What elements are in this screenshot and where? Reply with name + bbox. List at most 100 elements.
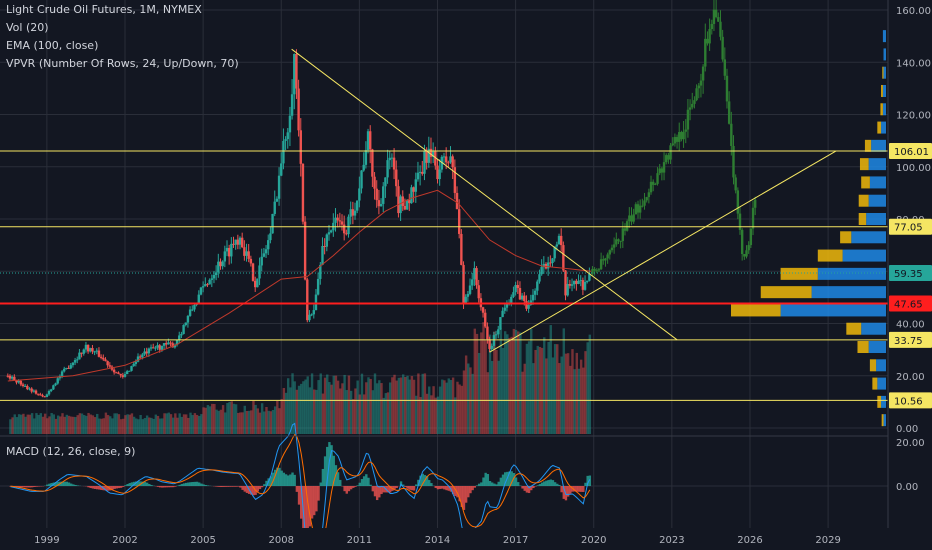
volume-bar (191, 415, 194, 434)
volume-profile-up-bar (760, 286, 812, 299)
candle-body (280, 163, 283, 176)
volume-bar (295, 389, 299, 434)
macd-histogram-bar (510, 471, 513, 486)
indicator-macd[interactable]: MACD (12, 26, close, 9) (6, 445, 136, 458)
volume-bar (250, 410, 253, 434)
macd-histogram-bar (232, 486, 236, 487)
macd-histogram-bar (412, 486, 416, 491)
volume-bar (558, 363, 561, 434)
candle-body (447, 162, 450, 164)
price-axis-label: 100.00 (896, 163, 931, 174)
candle-body (284, 139, 287, 141)
volume-bar (152, 418, 155, 434)
candle-body (436, 165, 439, 180)
candle-body (78, 352, 81, 360)
macd-histogram-bar (556, 483, 559, 486)
candle-body (17, 380, 20, 383)
volume-bar (237, 412, 240, 434)
volume-bar (145, 415, 149, 434)
macd-histogram-bar (260, 486, 264, 488)
macd-histogram-bar (386, 486, 390, 493)
candle-body (262, 253, 266, 257)
trendlines[interactable] (291, 48, 837, 353)
volume-bar (241, 412, 244, 434)
macd-histogram-bar (224, 486, 227, 487)
macd-histogram-bar (477, 483, 481, 486)
volume-profile-up-bar (731, 304, 781, 317)
candle-body (214, 272, 218, 276)
candle-body (538, 274, 541, 282)
volume-bar (527, 341, 531, 434)
candle-body (533, 290, 537, 295)
projection-body (617, 239, 620, 241)
volume-bar (553, 344, 557, 434)
projection-body (660, 168, 664, 173)
volume-profile-down-bar (883, 48, 886, 61)
candle-body (295, 53, 298, 89)
candle-body (41, 395, 44, 397)
macd-histogram-bar (100, 486, 103, 490)
candle-body (308, 314, 311, 321)
macd-pane (0, 422, 888, 550)
volume-profile-up-bar (859, 158, 869, 171)
volume-bar (310, 373, 314, 434)
volume-profile-down-bar (876, 359, 886, 372)
macd-histogram-bar (582, 486, 585, 492)
candle-body (371, 149, 374, 177)
macd-histogram-bar (356, 485, 359, 486)
candle-body (251, 263, 255, 281)
time-axis[interactable]: 1999 2002 2005 2008 2011 2014 2017 2020 2023 2026… (0, 528, 888, 550)
volume-bar (313, 389, 316, 434)
horizontal-levels[interactable] (0, 150, 888, 401)
volume-bar (308, 387, 312, 434)
macd-histogram-bar (280, 470, 283, 486)
volume-bar (454, 397, 457, 434)
volume-bar (382, 397, 385, 434)
macd-histogram-bar (69, 483, 73, 486)
macd-histogram-bar (345, 486, 348, 494)
macd-histogram-bar (352, 486, 355, 488)
macd-histogram-bar (239, 486, 242, 488)
candle-body (47, 390, 51, 395)
macd-histogram-bar (486, 474, 490, 486)
volume-bar (65, 414, 69, 434)
candle-body (408, 200, 411, 204)
macd-histogram-bar (569, 486, 572, 494)
volume-bar (486, 372, 490, 434)
projection-body (745, 250, 748, 257)
indicator-volume[interactable]: Vol (20) (6, 21, 49, 34)
macd-histogram-bar (265, 480, 268, 486)
candle-body (488, 339, 491, 349)
volume-bar (15, 417, 19, 434)
indicator-vpvr[interactable]: VPVR (Number Of Rows, 24, Up/Down, 70) (6, 57, 239, 70)
candle-body (134, 361, 138, 364)
volume-bar (26, 414, 29, 434)
macd-histogram-bar (358, 482, 362, 486)
macd-histogram-bar (536, 485, 539, 486)
volume-bar (358, 394, 362, 434)
macd-histogram-bar (156, 486, 160, 487)
projection-body (625, 221, 629, 231)
macd-histogram-bar (269, 476, 273, 486)
volume-bar (438, 386, 442, 434)
volume-bar (482, 322, 485, 434)
candle-body (418, 171, 422, 173)
macd-histogram-bar (525, 486, 529, 493)
candle-body (510, 296, 513, 303)
macd-histogram-bar (445, 486, 448, 491)
volume-bar (306, 376, 309, 434)
time-axis-label: 2014 (425, 535, 450, 546)
volume-bar (514, 329, 518, 434)
macd-histogram-bar (282, 472, 286, 486)
macd-histogram-bar (169, 486, 173, 488)
projection-body (727, 101, 731, 124)
macd-histogram-bar (467, 486, 470, 498)
macd-histogram-bar (126, 483, 129, 486)
macd-histogram-bar (72, 484, 75, 486)
volume-bar (239, 412, 242, 434)
volume-bar (117, 414, 121, 434)
candle-body (84, 344, 88, 350)
indicator-ema[interactable]: EMA (100, close) (6, 39, 99, 52)
candle-body (73, 360, 77, 363)
